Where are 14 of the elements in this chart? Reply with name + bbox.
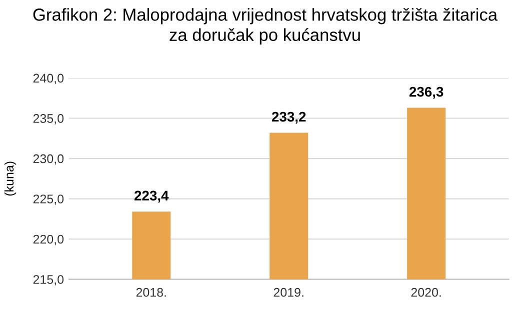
y-tick-label: 235,0	[33, 114, 64, 124]
chart-title: Grafikon 2: Maloprodajna vrijednost hrvatskog tržišta žitarica za doručak po kućanstvu	[33, 8, 498, 44]
data-label: 223,4	[134, 190, 169, 203]
y-tick-label: 220,0	[33, 234, 64, 246]
y-tick-label: 240,0	[33, 74, 64, 84]
y-tick-label: 230,0	[33, 154, 64, 165]
y-tick-label: 225,0	[33, 194, 64, 205]
x-tick-label: 2020.	[411, 288, 441, 297]
x-tick-label: 2018.	[136, 288, 166, 297]
data-label: 236,3	[409, 86, 444, 99]
x-tick-label: 2019.	[274, 288, 304, 297]
data-label: 233,2	[272, 112, 306, 124]
y-axis-title: (kuna)	[4, 162, 16, 196]
y-tick-label: 215,0	[33, 275, 64, 286]
